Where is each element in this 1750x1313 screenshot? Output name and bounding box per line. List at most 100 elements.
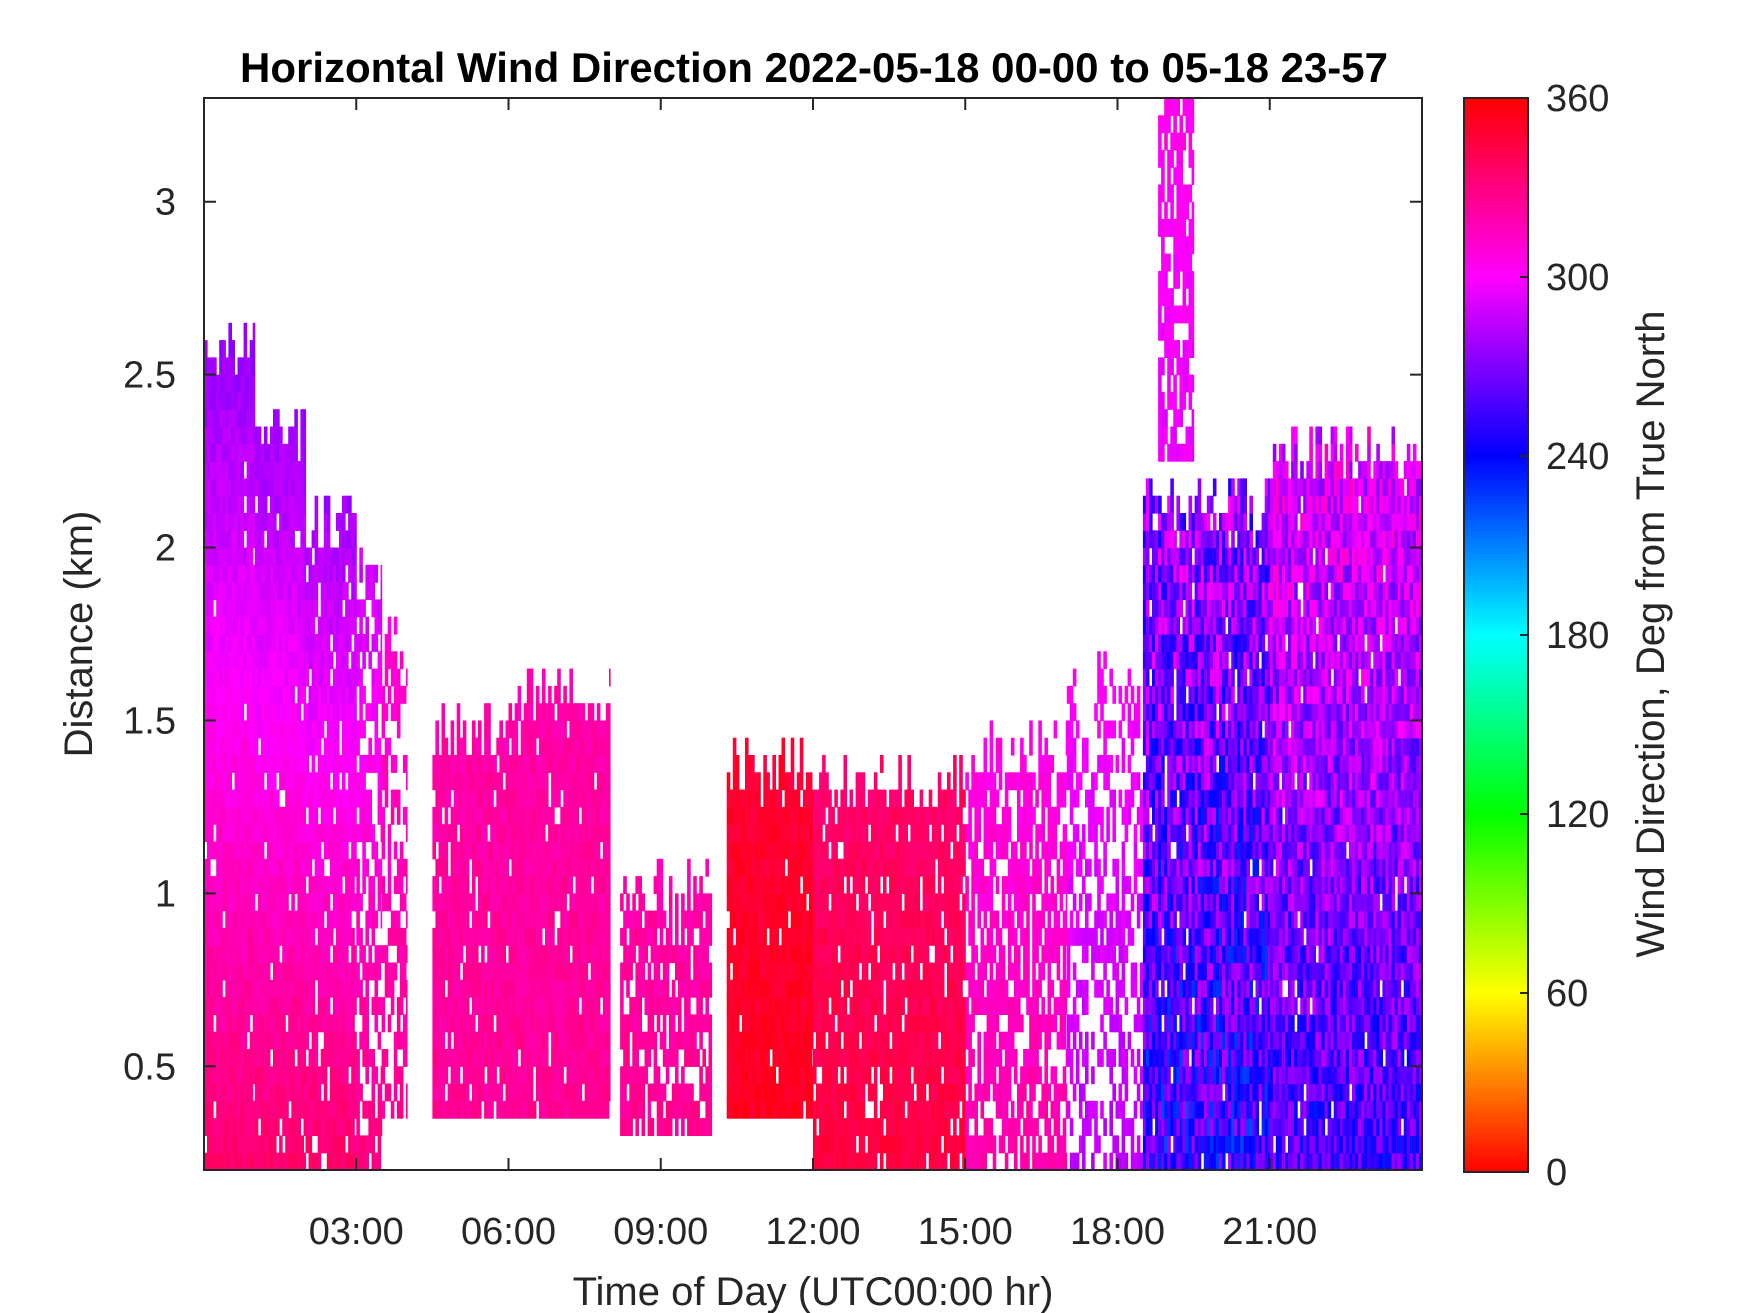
heatmap-cell xyxy=(496,893,500,912)
heatmap-cell xyxy=(380,1083,383,1102)
heatmap-cell xyxy=(252,1100,256,1119)
heatmap-cell xyxy=(566,997,570,1015)
heatmap-cell xyxy=(465,1083,470,1102)
heatmap-cell xyxy=(484,789,488,808)
heatmap-cell xyxy=(757,945,761,964)
heatmap-cell xyxy=(237,651,242,670)
heatmap-cell xyxy=(237,582,242,600)
heatmap-cell xyxy=(345,1083,349,1102)
heatmap-cell xyxy=(475,962,479,981)
heatmap-cell xyxy=(481,876,485,894)
heatmap-cell xyxy=(336,1152,340,1171)
heatmap-cell xyxy=(291,789,295,808)
heatmap-cell xyxy=(210,409,214,428)
heatmap-cell xyxy=(635,910,639,929)
heatmap-cell xyxy=(323,945,328,964)
heatmap-cell xyxy=(581,858,586,877)
heatmap-cell xyxy=(623,1031,627,1050)
heatmap-cell xyxy=(861,910,866,929)
heatmap-cell xyxy=(735,979,740,998)
heatmap-cell xyxy=(354,997,357,1015)
heatmap-cell xyxy=(210,1031,214,1050)
heatmap-cell xyxy=(279,841,283,860)
heatmap-cell xyxy=(535,841,540,860)
heatmap-cell xyxy=(505,720,510,739)
heatmap-cell xyxy=(843,824,848,843)
heatmap-cell xyxy=(270,806,274,825)
heatmap-cell xyxy=(526,1014,531,1033)
heatmap-cell xyxy=(787,997,792,1015)
heatmap-cell xyxy=(294,806,298,825)
heatmap-cell xyxy=(566,910,570,929)
heatmap-cell xyxy=(279,461,283,479)
heatmap-cell xyxy=(225,1031,229,1050)
heatmap-cell xyxy=(240,703,245,722)
heatmap-cell xyxy=(225,772,229,791)
heatmap-cell xyxy=(249,599,254,618)
heatmap-cell xyxy=(778,858,783,877)
heatmap-cell xyxy=(234,858,239,877)
heatmap-cell xyxy=(732,979,737,998)
heatmap-cell xyxy=(587,927,592,946)
heatmap-cell xyxy=(387,962,392,981)
heatmap-cell xyxy=(254,737,259,756)
heatmap-cell xyxy=(569,1066,573,1085)
heatmap-cell xyxy=(371,910,376,929)
heatmap-cell xyxy=(234,755,239,773)
heatmap-cell xyxy=(596,806,601,825)
heatmap-cell xyxy=(276,910,280,929)
heatmap-cell xyxy=(263,1135,268,1154)
heatmap-cell xyxy=(812,927,814,946)
heatmap-cell xyxy=(216,668,220,687)
heatmap-cell xyxy=(371,1135,376,1154)
heatmap-cell xyxy=(210,685,214,704)
heatmap-cell xyxy=(799,1014,804,1033)
heatmap-cell xyxy=(819,1049,823,1067)
heatmap-cell xyxy=(745,806,749,825)
heatmap-cell xyxy=(441,1066,446,1085)
chart-title: Horizontal Wind Direction 2022-05-18 00-… xyxy=(240,44,1388,91)
heatmap-cell xyxy=(487,755,491,773)
heatmap-cell xyxy=(671,997,676,1015)
heatmap-cell xyxy=(354,1031,357,1050)
heatmap-cell xyxy=(362,806,366,825)
heatmap-cell xyxy=(240,737,245,756)
heatmap-cell xyxy=(484,806,488,825)
heatmap-cell xyxy=(864,841,869,860)
heatmap-cell xyxy=(517,979,522,998)
heatmap-cell xyxy=(246,495,251,514)
heatmap-cell xyxy=(864,1066,869,1085)
heatmap-cell xyxy=(260,824,265,843)
heatmap-cell xyxy=(351,772,355,791)
heatmap-cell xyxy=(276,616,280,635)
heatmap-cell xyxy=(288,426,292,445)
heatmap-cell xyxy=(279,685,283,704)
heatmap-cell xyxy=(276,945,280,964)
heatmap-cell xyxy=(726,1066,731,1085)
heatmap-cell xyxy=(538,1066,543,1085)
heatmap-cell xyxy=(305,616,310,635)
heatmap-cell xyxy=(656,910,661,929)
heatmap-cell xyxy=(638,979,642,998)
heatmap-cell xyxy=(523,1049,528,1067)
heatmap-cell xyxy=(656,945,661,964)
heatmap-cell xyxy=(260,1014,265,1033)
heatmap-cell xyxy=(342,1152,346,1171)
heatmap-cell xyxy=(228,530,232,549)
heatmap-cell xyxy=(563,841,567,860)
heatmap-cell xyxy=(332,1014,337,1033)
heatmap-cell xyxy=(249,962,254,981)
heatmap-cell xyxy=(490,824,494,843)
heatmap-cell xyxy=(602,979,607,998)
heatmap-cell xyxy=(305,755,310,773)
heatmap-cell xyxy=(263,755,268,773)
heatmap-cell xyxy=(345,685,349,704)
heatmap-cell xyxy=(279,426,283,445)
heatmap-cell xyxy=(254,1100,259,1119)
heatmap-cell xyxy=(766,1049,770,1067)
heatmap-cell xyxy=(447,1100,452,1119)
heatmap-cell xyxy=(374,668,379,687)
heatmap-cell xyxy=(635,997,639,1015)
heatmap-cell xyxy=(825,858,829,877)
heatmap-cell xyxy=(282,858,286,877)
